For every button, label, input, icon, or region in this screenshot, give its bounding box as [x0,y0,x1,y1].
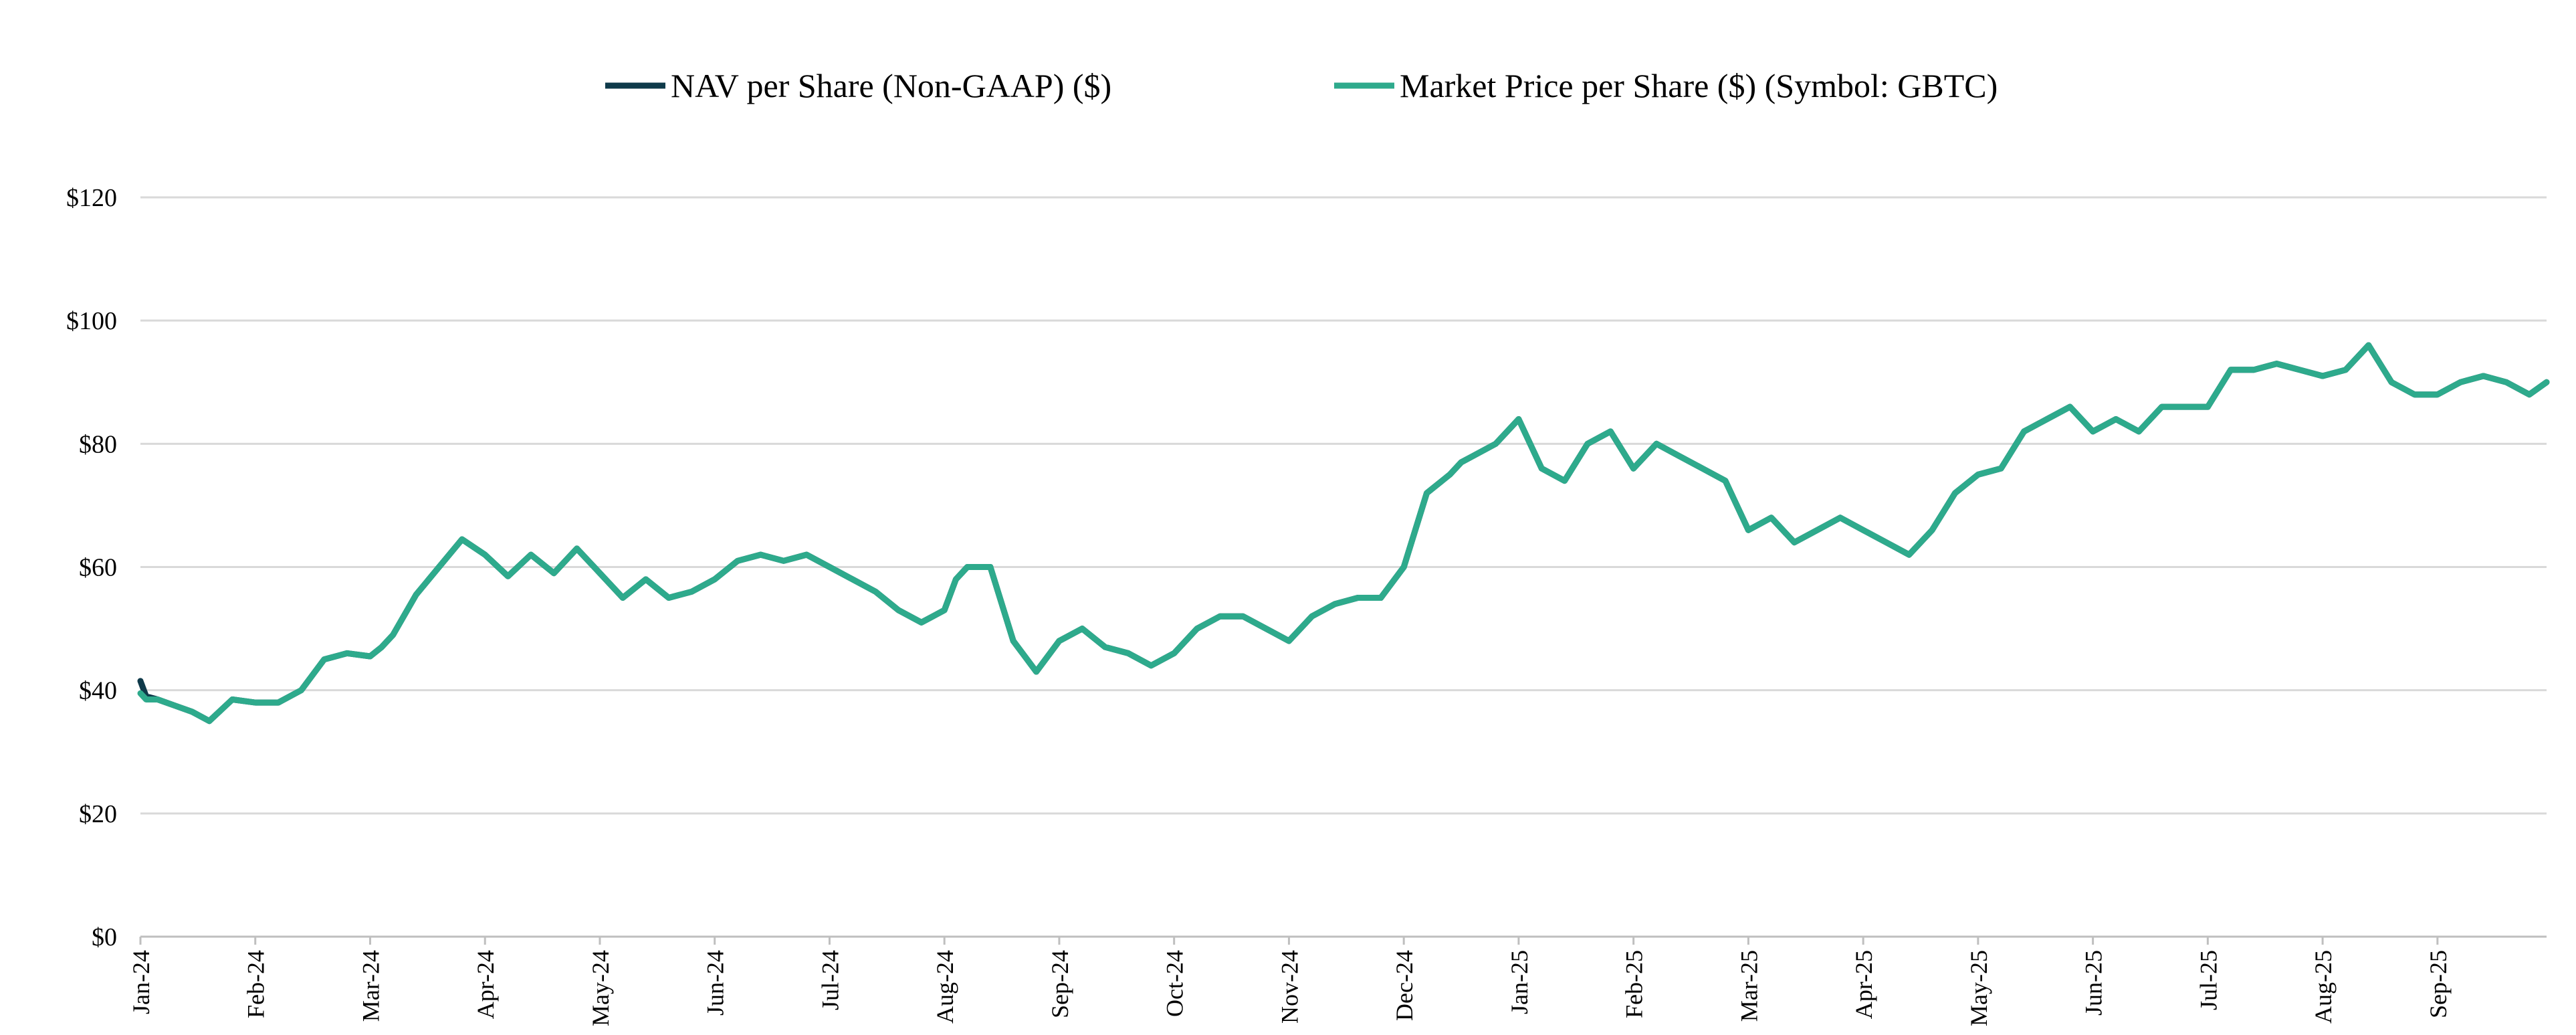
x-tick-label: May-25 [1965,950,1992,1026]
x-tick-label: Apr-25 [1850,950,1877,1019]
x-tick-label: Oct-24 [1162,950,1188,1017]
x-tick-label: Jul-24 [817,950,843,1010]
x-tick-label: Aug-25 [2310,950,2337,1024]
gridlines [140,196,2547,815]
y-tick-label: $40 [79,677,117,705]
x-tick-label: Feb-25 [1621,950,1648,1018]
x-tick-label: Feb-24 [243,950,270,1018]
legend: NAV per Share (Non-GAAP) ($) Market Pric… [605,67,1998,104]
y-tick-label: $120 [66,184,117,212]
y-axis-tick-labels: $0 $20 $40 $60 $80 $100 $120 [66,184,117,951]
legend-label-nav: NAV per Share (Non-GAAP) ($) [671,67,1111,104]
x-tick-label: Aug-24 [932,950,958,1024]
x-axis-tick-labels: Jan-24 Feb-24 Mar-24 Apr-24 May-24 Jun-24 Jul-… [128,937,2452,1026]
x-tick-label: Jan-24 [128,950,154,1014]
series-lines [137,342,2550,725]
y-tick-label: $60 [79,554,117,582]
y-tick-label: $80 [79,430,117,458]
series-line-market-price [137,342,2550,725]
y-tick-label: $20 [79,800,117,828]
x-tick-label: Apr-24 [472,950,499,1019]
x-tick-label: May-24 [587,950,614,1026]
x-tick-label: Jul-25 [2195,950,2222,1010]
x-tick-label: Sep-24 [1047,950,1073,1018]
y-tick-label: $100 [66,307,117,335]
x-tick-label: Dec-24 [1391,950,1418,1021]
x-tick-label: Jan-25 [1506,950,1533,1014]
x-tick-label: Mar-24 [357,950,384,1022]
legend-label-market-price: Market Price per Share ($) (Symbol: GBTC… [1400,67,1998,104]
y-tick-label: $0 [92,923,117,951]
x-tick-label: Jun-24 [702,950,729,1016]
x-tick-label: Mar-25 [1735,950,1762,1022]
x-tick-label: Nov-24 [1276,950,1303,1024]
series-line-nav [137,342,2550,725]
x-tick-label: Jun-25 [2080,950,2107,1016]
x-tick-label: Sep-25 [2425,950,2452,1018]
